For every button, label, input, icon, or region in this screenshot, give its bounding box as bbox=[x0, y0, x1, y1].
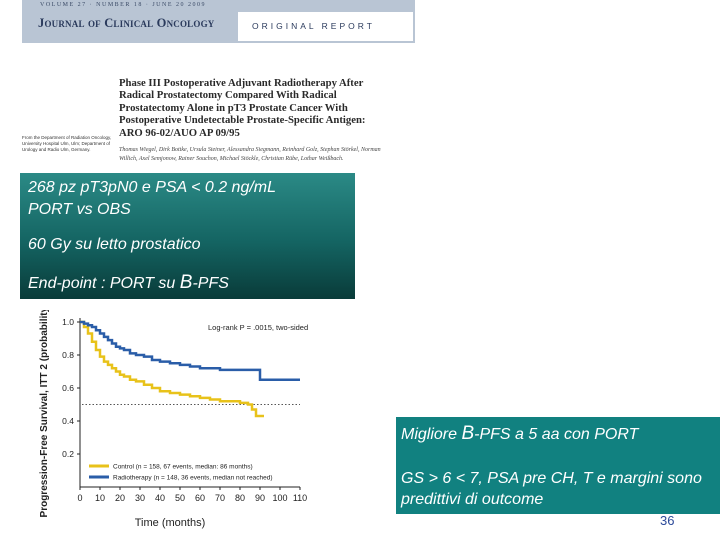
x-tick-label: 30 bbox=[135, 493, 145, 503]
y-axis-label: Progression-Free Survival, ITT 2 (probab… bbox=[39, 310, 50, 517]
x-tick-label: 20 bbox=[115, 493, 125, 503]
conclusion-1-suffix: -PFS a 5 aa con PORT bbox=[474, 426, 639, 443]
y-tick-label: 0.6 bbox=[62, 383, 74, 393]
conclusion-1-prefix: Migliore bbox=[401, 426, 462, 443]
x-tick-label: 90 bbox=[255, 493, 265, 503]
x-axis-label: Time (months) bbox=[135, 517, 206, 529]
study-summary-box: 268 pz pT3pN0 e PSA < 0.2 ng/mL PORT vs … bbox=[20, 173, 355, 299]
report-type-box: ORIGINAL REPORT bbox=[238, 12, 413, 41]
x-tick-label: 70 bbox=[215, 493, 225, 503]
endpoint-suffix: -PFS bbox=[192, 275, 229, 292]
x-tick-label: 60 bbox=[195, 493, 205, 503]
conclusion-1: Migliore B-PFS a 5 aa con PORT bbox=[401, 423, 638, 445]
legend-label: Control (n = 158, 67 events, median: 86 … bbox=[113, 464, 253, 471]
study-dose: 60 Gy su letto prostatico bbox=[28, 236, 201, 253]
y-tick-label: 0.2 bbox=[62, 449, 74, 459]
affiliations: From the Department of Radiation Oncolog… bbox=[22, 135, 112, 152]
conclusion-2: GS > 6 < 7, PSA pre CH, T e margini sono… bbox=[401, 470, 702, 508]
km-curve-control bbox=[80, 320, 264, 418]
x-tick-label: 40 bbox=[155, 493, 165, 503]
conclusion-1-b: B bbox=[461, 423, 475, 444]
page-number: 36 bbox=[660, 513, 675, 528]
journal-header: VOLUME 27 · NUMBER 18 · JUNE 20 2009 Jou… bbox=[22, 0, 415, 43]
article-authors: Thomas Wiegel, Dirk Bottke, Ursula Stein… bbox=[119, 147, 381, 162]
journal-name: Journal of Clinical Oncology bbox=[38, 16, 215, 30]
study-population: 268 pz pT3pN0 e PSA < 0.2 ng/mL bbox=[28, 179, 277, 196]
report-type: ORIGINAL REPORT bbox=[252, 21, 375, 31]
study-arms: PORT vs OBS bbox=[28, 201, 131, 218]
legend-label: Radiotherapy (n = 148, 36 events, median… bbox=[113, 475, 273, 482]
y-tick-label: 1.0 bbox=[62, 317, 74, 327]
chart-background bbox=[25, 310, 325, 536]
study-endpoint: End-point : PORT su B-PFS bbox=[28, 273, 229, 294]
x-tick-label: 0 bbox=[77, 493, 82, 503]
x-tick-label: 10 bbox=[95, 493, 105, 503]
endpoint-prefix: End-point : PORT su bbox=[28, 275, 180, 292]
km-chart: 0.2 0.4 0.6 0.8 1.0 0 10 20 30 40 50 60 70 80 90 100 110… bbox=[25, 310, 325, 536]
x-tick-label: 110 bbox=[293, 493, 307, 503]
endpoint-b: B bbox=[179, 272, 193, 293]
x-tick-label: 80 bbox=[235, 493, 245, 503]
x-tick-label: 50 bbox=[175, 493, 185, 503]
km-curve-radiotherapy bbox=[80, 320, 300, 381]
y-tick-label: 0.8 bbox=[62, 350, 74, 360]
logrank-annotation: Log-rank P = .0015, two-sided bbox=[208, 323, 308, 332]
journal-issue-meta: VOLUME 27 · NUMBER 18 · JUNE 20 2009 bbox=[40, 2, 206, 8]
y-tick-label: 0.4 bbox=[62, 416, 74, 426]
conclusions-box: Migliore B-PFS a 5 aa con PORT GS > 6 < … bbox=[396, 417, 720, 514]
article-title: Phase III Postoperative Adjuvant Radioth… bbox=[119, 77, 366, 139]
x-tick-label: 100 bbox=[272, 493, 287, 503]
